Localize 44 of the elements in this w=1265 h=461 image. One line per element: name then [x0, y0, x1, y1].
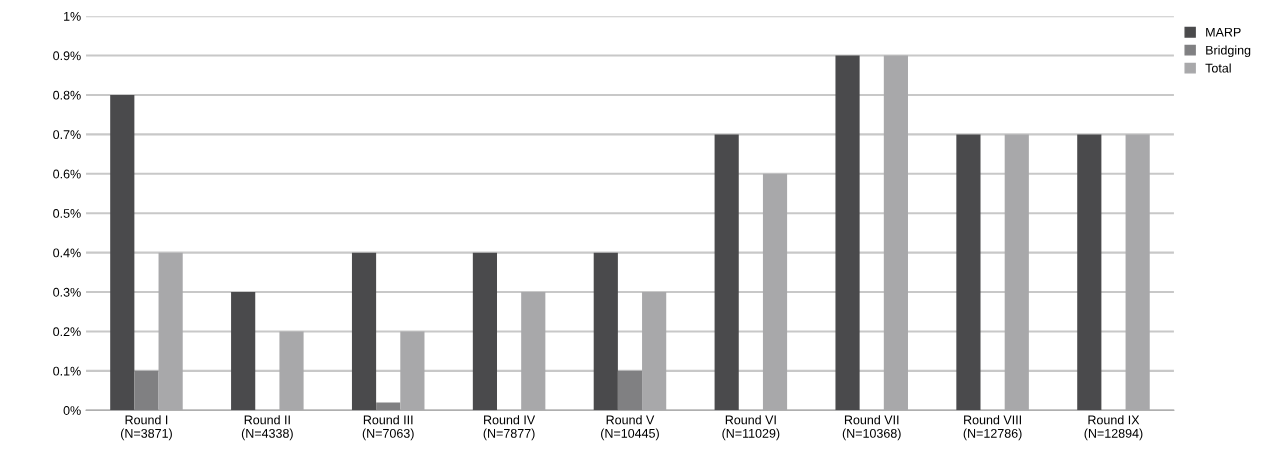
legend-label: Bridging: [1206, 45, 1251, 58]
y-tick-label: 1%: [64, 11, 81, 21]
bar: [883, 55, 908, 411]
bar: [1004, 134, 1029, 411]
bar: [521, 292, 546, 411]
bar: [351, 252, 377, 411]
x-tick-label: Round VI (N=11029): [722, 415, 780, 441]
y-tick-label: 0.5%: [53, 209, 81, 218]
x-tick-label: Round VIII (N=12786): [963, 415, 1022, 441]
bar: [279, 331, 304, 411]
x-tick-label: Round IV (N=7877): [483, 415, 536, 441]
x-tick-label: Round II (N=4338): [241, 415, 293, 441]
bar: [593, 252, 618, 411]
bar: [376, 402, 401, 411]
bar: [110, 94, 135, 411]
bar: [617, 370, 643, 411]
bar: [158, 252, 183, 411]
legend-label: Total: [1205, 63, 1231, 73]
y-tick-label: 0.9%: [53, 51, 81, 61]
bar: [472, 252, 497, 411]
y-tick-label: 0.7%: [53, 130, 81, 140]
y-tick-label: 0.2%: [53, 327, 81, 337]
bar: [400, 331, 425, 411]
legend-label: MARP: [1206, 27, 1241, 37]
y-tick-label: 0.1%: [53, 366, 81, 376]
bar: [956, 134, 981, 411]
y-tick-label: 0.4%: [53, 248, 81, 258]
y-tick-label: 0.3%: [53, 287, 81, 297]
x-tick-label: Round VII (N=10368): [842, 415, 901, 441]
bar: [134, 370, 159, 411]
bar: [714, 134, 739, 411]
y-tick-label: 0.8%: [53, 90, 81, 100]
y-tick-label: 0%: [63, 406, 81, 415]
bar: [1077, 134, 1102, 411]
x-tick-label: Round III (N=7063): [362, 415, 414, 441]
x-tick-label: Round I (N=3871): [121, 415, 172, 441]
x-tick-label: Round IX (N=12894): [1084, 415, 1143, 441]
bar: [835, 55, 860, 411]
x-tick-label: Round V (N=10445): [601, 415, 659, 441]
bar: [762, 173, 788, 411]
bar: [1125, 134, 1150, 411]
bar: [642, 292, 667, 411]
bar: [231, 292, 256, 411]
y-tick-label: 0.6%: [53, 169, 81, 179]
